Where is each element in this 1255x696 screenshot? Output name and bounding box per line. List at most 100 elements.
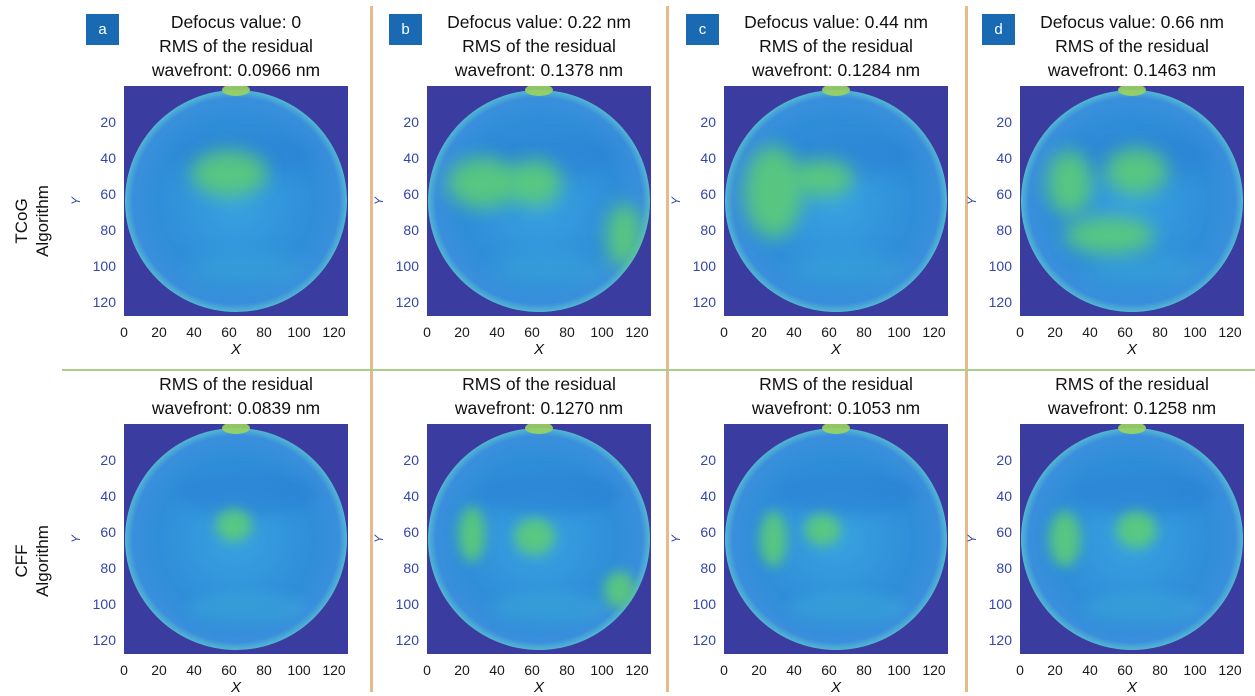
panel-c-cff-xtick-0: 0 — [720, 662, 728, 678]
panel-d-cff-xtick-80: 80 — [1152, 662, 1168, 678]
panel-c-cff-rms-line1: RMS of the residual — [759, 374, 913, 394]
panel-a-cff-ytick-20: 20 — [100, 451, 116, 468]
panel-b-cff-xlabel: X — [534, 679, 545, 696]
panel-c-cff-xtick-20: 20 — [751, 662, 767, 678]
panel-d-tcog-xtick-60: 60 — [1117, 324, 1133, 340]
panel-c-tcog-defocus-title: Defocus value: 0.44 nm — [744, 12, 928, 32]
panel-d-cff-ytick-40: 40 — [996, 487, 1012, 504]
panel-c-tcog-ytick-60: 60 — [700, 185, 716, 202]
panel-c-tcog-xtick-20: 20 — [751, 324, 767, 340]
panel-a-tcog-xtick-100: 100 — [287, 324, 311, 340]
panel-c-cff-peak-1 — [804, 513, 841, 546]
panel-a-tcog-xtick-40: 40 — [186, 324, 202, 340]
panel-c-tcog-xtick-60: 60 — [821, 324, 837, 340]
panel-a-cff-xtick-100: 100 — [287, 662, 311, 678]
panel-d-cff-rms-line1: RMS of the residual — [1055, 374, 1209, 394]
panel-a-tcog-xtick-20: 20 — [151, 324, 167, 340]
panel-b-cff-ytick-80: 80 — [403, 559, 419, 576]
panel-c-tcog-xtick-100: 100 — [887, 324, 911, 340]
column-separator-2 — [666, 6, 669, 692]
panel-d-cff-ytick-100: 100 — [988, 595, 1012, 612]
panel-d-tcog-xtick-100: 100 — [1183, 324, 1207, 340]
panel-c-cff-xlabel: X — [831, 679, 842, 696]
panel-b-tcog-ylabel: Y — [372, 197, 387, 206]
panel-d-tcog-xtick-120: 120 — [1218, 324, 1242, 340]
panel-c-tcog-ytick-80: 80 — [700, 221, 716, 238]
panel-a-tcog-rms-line2: wavefront: 0.0966 nm — [151, 60, 321, 80]
panel-b-tcog-xlabel: X — [534, 341, 545, 358]
row-label-cff-suffix: Algorithm — [33, 525, 52, 597]
panel-c-tcog-xtick-0: 0 — [720, 324, 728, 340]
panel-a-tcog-ytick-20: 20 — [100, 113, 116, 130]
panel-a-cff-ytick-60: 60 — [100, 523, 116, 540]
panel-a-tcog-xtick-0: 0 — [120, 324, 128, 340]
panel-d-cff-xtick-40: 40 — [1082, 662, 1098, 678]
panel-b-tcog-xtick-40: 40 — [489, 324, 505, 340]
panel-a-cff-rms-line1: RMS of the residual — [159, 374, 313, 394]
panel-c-cff-xtick-40: 40 — [786, 662, 802, 678]
panel-b-cff-ylabel: Y — [372, 535, 387, 544]
panel-a-cff-ytick-100: 100 — [92, 595, 116, 612]
panel-a-cff-wavefront-map — [124, 424, 348, 654]
panel-a-tcog-defocus-title: Defocus value: 0 — [170, 12, 302, 32]
panel-b-cff-ytick-60: 60 — [403, 523, 419, 540]
panel-b-tcog-xtick-120: 120 — [625, 324, 649, 340]
panel-d-cff-ytick-60: 60 — [996, 523, 1012, 540]
panel-b-tcog-ytick-100: 100 — [395, 257, 419, 274]
panel-d-cff-xtick-100: 100 — [1183, 662, 1207, 678]
panel-a-tcog-ytick-40: 40 — [100, 149, 116, 166]
panel-c-tcog-ytick-120: 120 — [692, 293, 716, 310]
panel-d-tcog-xtick-0: 0 — [1016, 324, 1024, 340]
panel-b-cff-xtick-120: 120 — [625, 662, 649, 678]
panel-d-tcog-ytick-80: 80 — [996, 221, 1012, 238]
panel-b-cff-rms-line2: wavefront: 0.1270 nm — [454, 398, 624, 418]
panel-d-cff-wavefront-map — [1020, 424, 1244, 654]
panel-c-cff-rms-line2: wavefront: 0.1053 nm — [751, 398, 921, 418]
panel-a-cff-xtick-120: 120 — [322, 662, 346, 678]
panel-c-cff-ytick-60: 60 — [700, 523, 716, 540]
panel-d-tcog-ylabel: Y — [965, 197, 980, 206]
panel-a-cff-xlabel: X — [231, 679, 242, 696]
panel-a-tcog-ytick-100: 100 — [92, 257, 116, 274]
panel-a-cff-ylabel: Y — [69, 535, 84, 544]
panel-d-tcog-rms-line1: RMS of the residual — [1055, 36, 1209, 56]
panel-d-cff-xtick-20: 20 — [1047, 662, 1063, 678]
column-separator-3 — [965, 6, 968, 692]
panel-c-cff-ytick-20: 20 — [700, 451, 716, 468]
panel-c-tcog-xtick-80: 80 — [856, 324, 872, 340]
panel-c-cff-ytick-100: 100 — [692, 595, 716, 612]
panel-a-cff-peak-1 — [215, 509, 252, 542]
panel-c-cff-peak-2 — [759, 511, 787, 567]
panel-b-tcog-defocus-title: Defocus value: 0.22 nm — [447, 12, 631, 32]
panel-d-tcog-ytick-40: 40 — [996, 149, 1012, 166]
panel-b-cff-ytick-100: 100 — [395, 595, 419, 612]
panel-badge-d: d — [982, 14, 1015, 45]
panel-a-tcog-ytick-120: 120 — [92, 293, 116, 310]
panel-c-tcog-wavefront-map — [724, 86, 948, 316]
panel-c-tcog-ytick-40: 40 — [700, 149, 716, 166]
panel-b-tcog-peak-1 — [447, 157, 519, 208]
column-separator-1 — [370, 6, 373, 692]
panel-d-cff-ytick-120: 120 — [988, 631, 1012, 648]
panel-a-cff-xtick-40: 40 — [186, 662, 202, 678]
panel-a-tcog-ytick-60: 60 — [100, 185, 116, 202]
panel-b-tcog-xtick-80: 80 — [559, 324, 575, 340]
panel-d-cff-xlabel: X — [1127, 679, 1138, 696]
panel-d-cff-peak-2 — [1049, 511, 1081, 567]
panel-c-tcog-ytick-100: 100 — [692, 257, 716, 274]
panel-a-cff-xtick-80: 80 — [256, 662, 272, 678]
panel-b-cff-xtick-40: 40 — [489, 662, 505, 678]
panel-c-tcog-ylabel: Y — [669, 197, 684, 206]
panel-c-tcog-xtick-40: 40 — [786, 324, 802, 340]
panel-b-tcog-ytick-60: 60 — [403, 185, 419, 202]
panel-b-cff-ytick-40: 40 — [403, 487, 419, 504]
panel-c-cff-ytick-80: 80 — [700, 559, 716, 576]
panel-a-tcog-xtick-120: 120 — [322, 324, 346, 340]
row-separator — [62, 369, 1255, 371]
panel-b-tcog-rms-line1: RMS of the residual — [462, 36, 616, 56]
panel-d-cff-ytick-20: 20 — [996, 451, 1012, 468]
panel-b-tcog-ytick-80: 80 — [403, 221, 419, 238]
panel-a-tcog-xtick-60: 60 — [221, 324, 237, 340]
panel-b-tcog-rms-line2: wavefront: 0.1378 nm — [454, 60, 624, 80]
panel-a-tcog-xlabel: X — [231, 341, 242, 358]
